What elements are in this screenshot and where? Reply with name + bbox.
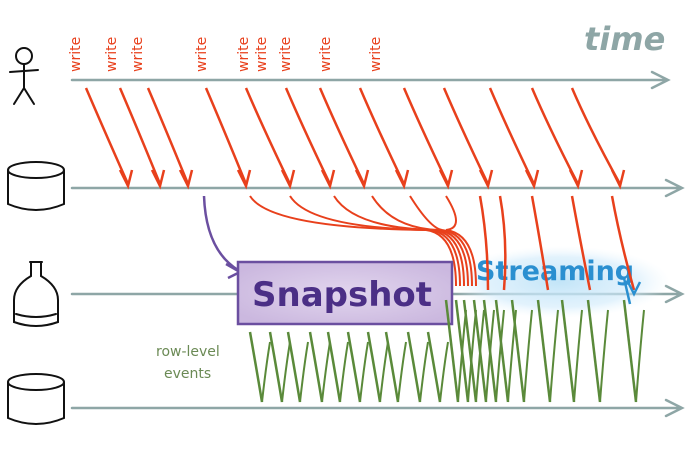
- event-arrow: [384, 331, 400, 403]
- stream-arrowhead: [622, 277, 642, 305]
- time-label: time: [584, 20, 665, 58]
- event-arrow-side: [523, 309, 533, 403]
- event-arrow: [622, 299, 638, 403]
- streaming-label: Streaming: [476, 256, 634, 287]
- write-label: write: [254, 37, 270, 72]
- event-arrow-side: [321, 341, 331, 403]
- event-arrow: [268, 331, 284, 403]
- snapshot-label: Snapshot: [252, 275, 432, 315]
- write-arrow: [358, 87, 406, 185]
- event-arrow: [454, 299, 470, 403]
- event-arrow-side: [495, 309, 505, 403]
- database-icon: [7, 161, 65, 211]
- write-labels: write write write write write write write write…: [68, 37, 384, 72]
- event-arrow-side: [439, 341, 449, 403]
- event-arrow-side: [635, 309, 645, 403]
- snapshot-box: [236, 260, 454, 326]
- event-arrow-side: [379, 341, 389, 403]
- events-label: events: [164, 366, 211, 382]
- event-arrow-side: [359, 341, 369, 403]
- bottle-icon: [13, 261, 59, 327]
- write-label: write: [236, 37, 252, 72]
- event-arrows: [248, 299, 645, 403]
- write-label: write: [278, 37, 294, 72]
- write-label: write: [104, 37, 120, 72]
- stream-arrow: [570, 195, 592, 291]
- event-arrow: [536, 299, 552, 403]
- event-arrow: [308, 331, 324, 403]
- write-arrows: [84, 87, 626, 190]
- write-arrow: [488, 87, 536, 185]
- write-arrowhead: [438, 169, 454, 190]
- write-arrow: [146, 87, 190, 185]
- write-label: write: [368, 37, 384, 72]
- write-arrow: [244, 87, 292, 185]
- event-arrow-side: [573, 309, 583, 403]
- event-arrow-side: [339, 341, 349, 403]
- write-arrow: [442, 87, 490, 185]
- event-arrow-side: [261, 341, 271, 403]
- write-arrow: [284, 87, 332, 185]
- event-arrow: [286, 331, 302, 403]
- write-label: write: [194, 37, 210, 72]
- row-level-label: row-level: [156, 344, 220, 360]
- write-arrow: [402, 87, 450, 185]
- write-arrow: [118, 87, 162, 185]
- event-arrow: [426, 331, 442, 403]
- write-arrowhead: [150, 169, 166, 190]
- event-arrow: [482, 299, 498, 403]
- write-arrowhead: [354, 169, 370, 190]
- stream-arrow: [478, 195, 490, 291]
- write-arrowhead: [320, 169, 336, 190]
- converge-arrow: [371, 195, 469, 287]
- event-arrow-side: [397, 341, 407, 403]
- event-arrow-side: [549, 309, 559, 403]
- write-arrowhead: [524, 169, 540, 190]
- write-arrowhead: [280, 169, 296, 190]
- stream-arrow: [610, 195, 636, 291]
- write-arrowhead: [236, 169, 252, 190]
- event-arrow-side: [281, 341, 291, 403]
- timeline-db: [70, 178, 685, 198]
- write-arrow: [84, 87, 130, 185]
- event-arrow: [444, 299, 460, 403]
- event-arrow: [366, 331, 382, 403]
- write-arrowhead: [478, 169, 494, 190]
- write-arrowhead: [610, 169, 626, 190]
- event-arrow-side: [299, 341, 309, 403]
- event-arrow: [472, 299, 488, 403]
- event-arrow: [462, 299, 478, 403]
- timeline-user: [70, 70, 671, 90]
- write-label: write: [318, 37, 334, 72]
- event-arrow-side: [599, 309, 609, 403]
- write-arrowhead: [394, 169, 410, 190]
- write-arrowhead: [568, 169, 584, 190]
- converge-arrows: [249, 195, 477, 287]
- event-arrow: [494, 299, 510, 403]
- write-arrow: [204, 87, 248, 185]
- event-arrow-side: [419, 341, 429, 403]
- timeline-target: [70, 398, 685, 418]
- write-arrow: [318, 87, 366, 185]
- stream-arrow: [530, 195, 550, 291]
- converge-arrow: [445, 195, 477, 287]
- event-arrow: [586, 299, 602, 403]
- user-icon: [9, 47, 39, 105]
- write-label: write: [130, 37, 146, 72]
- event-arrow: [248, 331, 264, 403]
- event-arrow: [406, 331, 422, 403]
- stream-arrows: [478, 195, 642, 305]
- database-icon: [7, 373, 65, 425]
- snapshot-trigger-arrow: [202, 195, 239, 272]
- converge-arrow: [409, 195, 473, 287]
- write-arrowhead: [118, 169, 134, 190]
- event-arrow: [510, 299, 526, 403]
- event-arrow: [560, 299, 576, 403]
- write-arrowhead: [178, 169, 194, 190]
- write-label: write: [68, 37, 84, 72]
- event-arrow: [326, 331, 342, 403]
- event-arrow: [346, 331, 362, 403]
- stream-arrow: [498, 195, 507, 291]
